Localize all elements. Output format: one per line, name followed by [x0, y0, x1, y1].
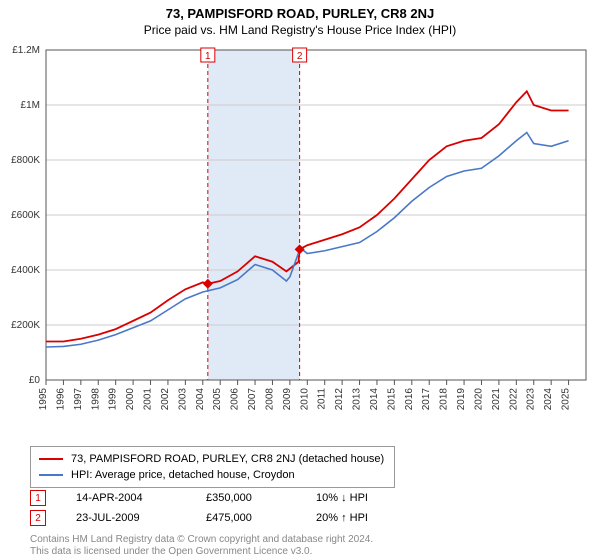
- legend-item: 73, PAMPISFORD ROAD, PURLEY, CR8 2NJ (de…: [39, 451, 384, 467]
- svg-text:2: 2: [297, 51, 303, 62]
- x-tick-label: 2001: [143, 388, 154, 411]
- legend-label: HPI: Average price, detached house, Croy…: [71, 469, 295, 481]
- svg-text:1: 1: [205, 51, 211, 62]
- sale-delta-hpi: 20% ↑ HPI: [316, 512, 368, 524]
- x-tick-label: 2012: [334, 388, 345, 411]
- x-tick-label: 2014: [369, 388, 380, 411]
- x-tick-label: 2000: [125, 388, 136, 411]
- legend-label: 73, PAMPISFORD ROAD, PURLEY, CR8 2NJ (de…: [71, 453, 384, 465]
- sale-detail-row: 1 14-APR-2004£350,00010% ↓ HPI: [30, 490, 368, 506]
- x-tick-label: 2020: [473, 388, 484, 411]
- sale-date: 23-JUL-2009: [76, 512, 206, 524]
- x-tick-label: 2005: [212, 388, 223, 411]
- x-tick-label: 2007: [247, 388, 258, 411]
- x-tick-label: 2021: [491, 388, 502, 411]
- y-tick-label: £1.2M: [12, 45, 40, 56]
- x-tick-label: 2013: [352, 388, 363, 411]
- y-tick-label: £600K: [11, 210, 40, 221]
- marker-number-box: 1: [30, 490, 46, 506]
- sale-delta-hpi: 10% ↓ HPI: [316, 492, 368, 504]
- x-tick-label: 1997: [73, 388, 84, 411]
- x-tick-label: 2016: [404, 388, 415, 411]
- x-tick-label: 2008: [264, 388, 275, 411]
- price-chart: £0 £200K £400K £600K £800K £1M £1.2M 1995 1996 19…: [0, 40, 600, 440]
- x-tick-label: 2024: [543, 388, 554, 411]
- legend-swatch: [39, 474, 63, 476]
- x-tick-label: 2022: [508, 388, 519, 411]
- x-tick-label: 1998: [90, 388, 101, 411]
- x-tick-label: 2025: [561, 388, 572, 411]
- x-tick-label: 1996: [55, 388, 66, 411]
- x-tick-label: 1995: [38, 388, 49, 411]
- x-tick-label: 2004: [195, 388, 206, 411]
- page-title: 73, PAMPISFORD ROAD, PURLEY, CR8 2NJ: [0, 0, 600, 21]
- y-tick-label: £800K: [11, 155, 40, 166]
- x-tick-label: 2015: [386, 388, 397, 411]
- x-tick-label: 2002: [160, 388, 171, 411]
- y-tick-label: £0: [29, 375, 41, 386]
- x-tick-label: 2011: [317, 388, 328, 410]
- x-tick-label: 1999: [108, 388, 119, 411]
- x-tick-label: 2018: [439, 388, 450, 411]
- legend: 73, PAMPISFORD ROAD, PURLEY, CR8 2NJ (de…: [30, 446, 395, 488]
- page-subtitle: Price paid vs. HM Land Registry's House …: [0, 21, 600, 37]
- y-tick-label: £400K: [11, 265, 40, 276]
- x-tick-label: 2023: [526, 388, 537, 411]
- sale-detail-row: 2 23-JUL-2009£475,00020% ↑ HPI: [30, 510, 368, 526]
- x-tick-label: 2009: [282, 388, 293, 411]
- x-tick-label: 2017: [421, 388, 432, 411]
- x-tick-label: 2003: [177, 388, 188, 411]
- marker-number-box: 2: [30, 510, 46, 526]
- sale-date: 14-APR-2004: [76, 492, 206, 504]
- x-tick-label: 2010: [299, 388, 310, 411]
- legend-swatch: [39, 458, 63, 460]
- sale-price: £475,000: [206, 512, 316, 524]
- footnote-licence: This data is licensed under the Open Gov…: [30, 546, 312, 557]
- footnote-copyright: Contains HM Land Registry data © Crown c…: [30, 534, 373, 545]
- x-tick-label: 2019: [456, 388, 467, 411]
- legend-item: HPI: Average price, detached house, Croy…: [39, 467, 384, 483]
- x-tick-label: 2006: [230, 388, 241, 411]
- y-tick-label: £1M: [21, 100, 40, 111]
- y-tick-label: £200K: [11, 320, 40, 331]
- sale-price: £350,000: [206, 492, 316, 504]
